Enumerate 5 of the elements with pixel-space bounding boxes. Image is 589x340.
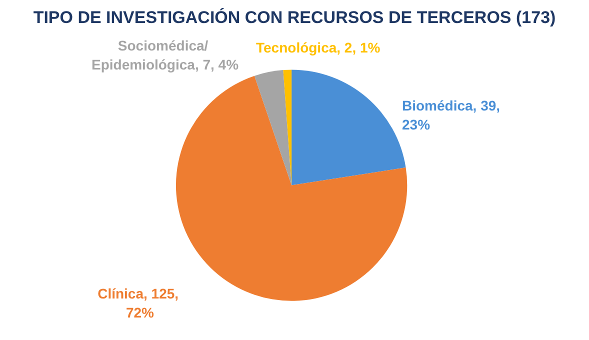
chart-title: TIPO DE INVESTIGACIÓN CON RECURSOS DE TERCEROS (173) <box>33 7 556 27</box>
slice-label: Tecnológica, 2, 1% <box>256 40 381 56</box>
slice-label: Clínica, 125, 72% <box>98 286 182 320</box>
slice-label: Biomédica, 39, 23% <box>402 98 504 132</box>
slice-label: Sociomédica/ Epidemiológica, 7, 4% <box>91 38 240 72</box>
